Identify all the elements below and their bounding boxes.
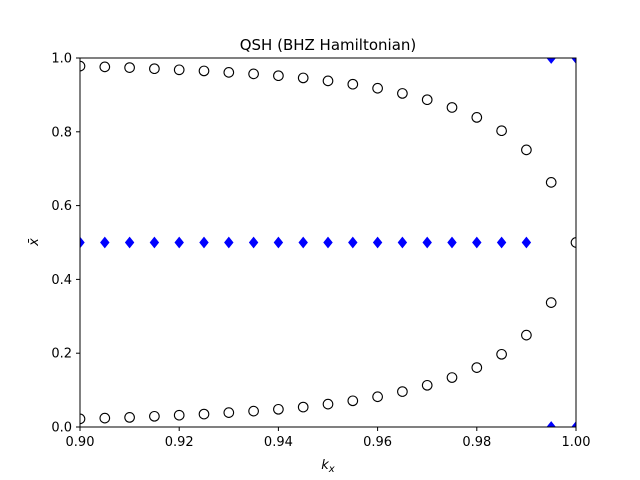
y-tick-label: 1.0 (51, 52, 72, 67)
open-circle-point (421, 94, 433, 106)
open-circle-point (124, 412, 135, 423)
open-circle-point (347, 395, 359, 407)
open-circle-point (173, 64, 185, 76)
open-circle-point (372, 391, 383, 403)
open-circle-point (273, 403, 284, 415)
x-tick-label: 1.00 (562, 435, 591, 450)
diamond-point (372, 236, 383, 249)
diamond-point (571, 58, 576, 64)
x-tick-label: 0.98 (462, 435, 491, 450)
y-tick-label: 0.2 (51, 347, 72, 362)
diamond-point (521, 236, 532, 249)
diamond-point (348, 236, 358, 249)
y-tick-label: 0.8 (51, 125, 72, 140)
diamond-point (397, 236, 408, 249)
x-tick-label: 0.96 (363, 435, 392, 450)
open-circle-point (496, 348, 507, 360)
plot-frame (79, 57, 577, 428)
open-circle-point (570, 237, 576, 248)
open-circle-point (99, 61, 111, 73)
diamond-point (447, 236, 457, 249)
open-circle-point (521, 144, 532, 156)
open-circle-point (80, 413, 86, 425)
diamond-point (224, 236, 234, 249)
open-circle-point (471, 362, 483, 373)
axis-ticks: 0.90 0.92 0.94 0.96 0.98 1.00 0.0 0.2 0.4 0.6 0.8 1… (51, 52, 590, 451)
diamond-point (174, 236, 184, 249)
open-circle-point (421, 379, 433, 391)
open-circle-point (124, 62, 135, 73)
x-tick-label: 0.94 (264, 435, 293, 450)
x-axis-label: kx (321, 458, 335, 475)
open-circle-point (297, 401, 309, 413)
open-circle-point (446, 372, 458, 383)
open-circle-point (99, 412, 111, 424)
open-circle-point (347, 78, 359, 90)
open-circle-point (545, 297, 557, 308)
diamond-point (248, 236, 259, 249)
open-circle-point (248, 405, 259, 417)
diamond-point (546, 421, 556, 427)
diamond-point (149, 236, 160, 249)
x-axis-label-sub: x (328, 464, 335, 475)
open-circle-point (248, 68, 259, 80)
open-circle-point (372, 82, 383, 94)
chart-title: QSH (BHZ Hamiltonian) (240, 36, 417, 54)
diamond-point (273, 236, 284, 249)
x-tick-label: 0.90 (66, 435, 95, 450)
open-circle-point (545, 177, 557, 188)
y-axis-label: x̄ (27, 238, 42, 247)
open-circle-point (397, 88, 408, 99)
data-markers (80, 58, 576, 427)
y-tick-label: 0.4 (51, 273, 72, 288)
open-circle-point (223, 407, 235, 418)
open-circle-point (297, 72, 309, 84)
open-circle-point (496, 125, 507, 137)
open-circle-point (198, 408, 210, 420)
open-circle-point (223, 67, 235, 78)
open-circle-point (198, 65, 210, 77)
y-tick-label: 0.0 (51, 421, 72, 436)
y-tick-label: 0.6 (51, 199, 72, 214)
open-circle-point (149, 410, 160, 422)
open-circle-point (521, 329, 532, 341)
open-circle-point (80, 60, 86, 72)
open-circle-point (273, 70, 284, 82)
diamond-point (496, 236, 507, 249)
diamond-point (80, 236, 85, 249)
x-tick-label: 0.92 (165, 435, 194, 450)
diamond-point (546, 58, 556, 64)
open-circle-point (149, 63, 160, 75)
diamond-point (571, 421, 576, 427)
open-circle-point (471, 112, 483, 123)
open-circle-point (322, 398, 334, 410)
open-circle-point (446, 102, 458, 113)
diamond-point (422, 236, 432, 249)
open-circle-point (397, 386, 408, 397)
diamond-point (100, 236, 110, 249)
diamond-point (323, 236, 333, 249)
x-axis-label-main: k (321, 458, 329, 473)
open-circle-point (322, 75, 334, 87)
open-circle-point (173, 409, 185, 421)
diamond-point (472, 236, 482, 249)
diamond-point (124, 236, 135, 249)
diamond-point (199, 236, 209, 249)
diamond-point (298, 236, 308, 249)
